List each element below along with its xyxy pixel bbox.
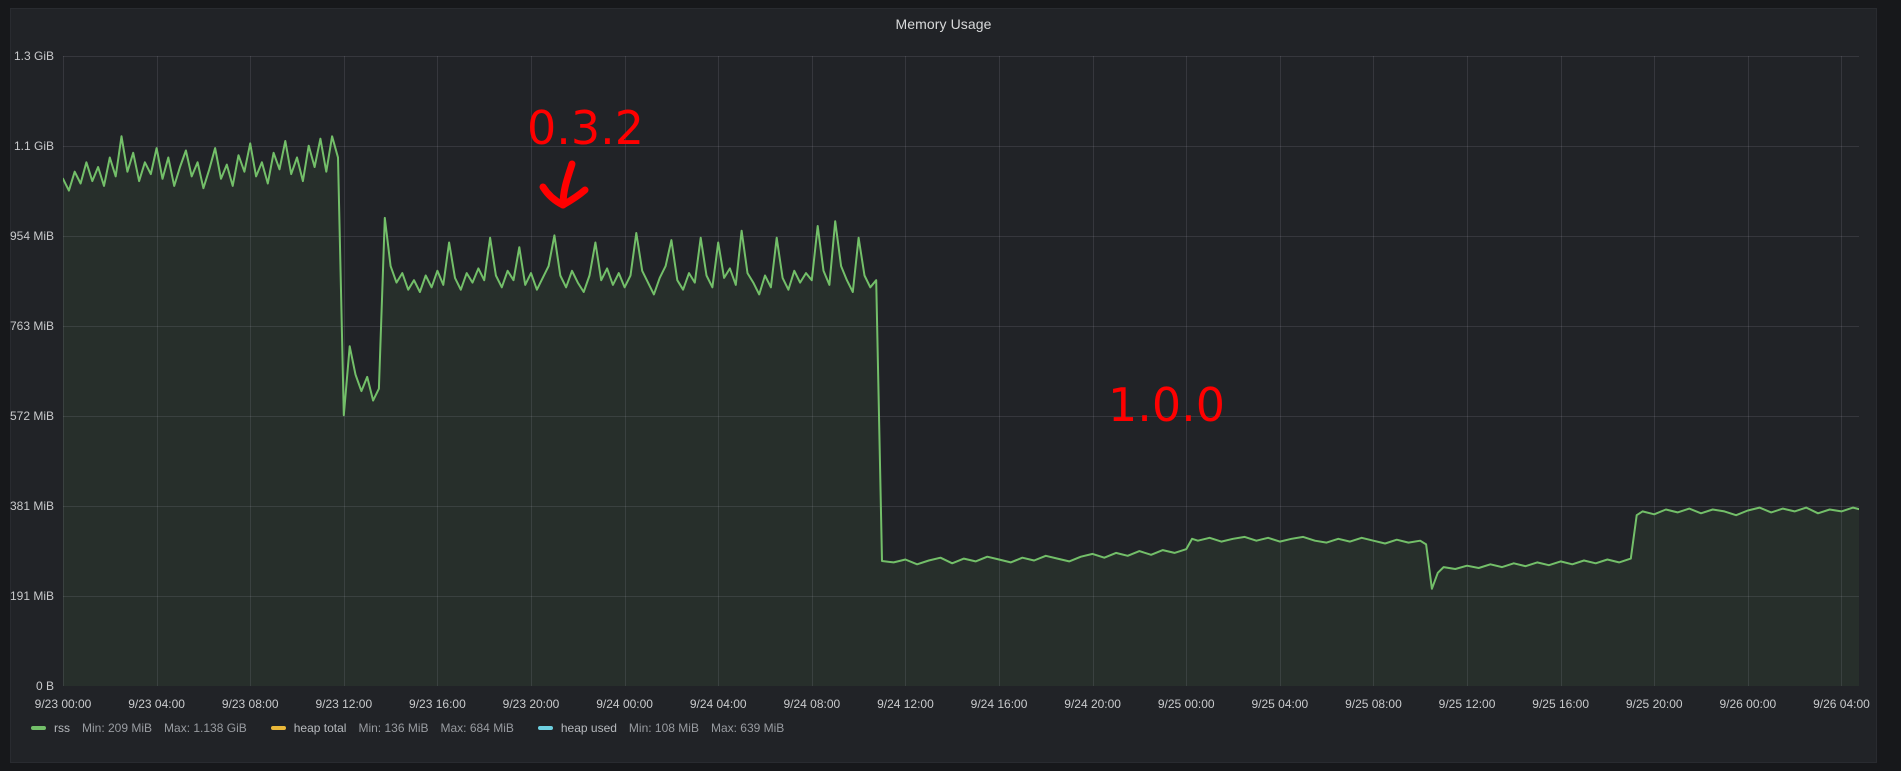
legend-series-max: Max: 639 MiB (710, 721, 785, 735)
x-tick-label: 9/25 20:00 (1625, 697, 1683, 711)
x-tick-label: 9/25 16:00 (1532, 697, 1589, 711)
legend-item-heap-total[interactable]: heap total Min: 136 MiB Max: 684 MiB (270, 721, 514, 735)
x-tick-label: 9/23 00:00 (34, 697, 92, 711)
panel-header[interactable]: Memory Usage (11, 9, 1876, 39)
y-tick-label: 1.1 GiB (13, 139, 54, 154)
x-tick-label: 9/23 08:00 (221, 697, 279, 711)
y-tick-label: 0 B (35, 679, 54, 693)
x-tick-label: 9/24 08:00 (783, 697, 841, 711)
y-tick-label: 1.3 GiB (13, 49, 54, 63)
legend-series-max: Max: 1.138 GiB (164, 721, 247, 735)
x-tick-label: 9/24 12:00 (877, 697, 934, 711)
x-tick-label: 9/23 16:00 (409, 697, 466, 711)
y-tick-label: 763 MiB (9, 318, 54, 333)
chart-canvas[interactable] (63, 56, 1859, 686)
x-tick-label: 9/23 12:00 (315, 697, 373, 711)
legend-swatch-rss (31, 726, 46, 730)
legend-series-name: heap total (293, 721, 347, 735)
x-tick-label: 9/24 04:00 (689, 697, 747, 711)
x-tick-label: 9/23 04:00 (128, 697, 185, 711)
memory-usage-panel: Memory Usage 0 B 191 MiB 381 MiB 572 MiB 763… (10, 8, 1877, 763)
x-tick-label: 9/25 04:00 (1251, 697, 1309, 711)
legend: rss Min: 209 MiB Max: 1.138 GiB heap total M… (31, 721, 784, 735)
legend-series-min: Min: 209 MiB (82, 721, 153, 735)
x-tick-label: 9/25 08:00 (1345, 697, 1402, 711)
legend-series-name: rss (54, 721, 70, 735)
y-tick-label: 191 MiB (9, 589, 54, 604)
x-tick-label: 9/25 00:00 (1157, 697, 1215, 711)
x-tick-label: 9/24 20:00 (1064, 697, 1121, 711)
legend-swatch-heap-used (537, 726, 553, 730)
rss-series-line (63, 135, 1859, 590)
x-tick-label: 9/25 12:00 (1438, 697, 1496, 711)
legend-series-name: heap used (560, 721, 617, 735)
x-tick-label: 9/26 00:00 (1719, 697, 1777, 711)
x-tick-label: 9/26 04:00 (1813, 697, 1870, 711)
legend-item-heap-used[interactable]: heap used Min: 108 MiB Max: 639 MiB (537, 721, 785, 735)
rss-series-fill (63, 136, 1859, 686)
x-tick-label: 9/23 20:00 (502, 697, 560, 711)
x-tick-label: 9/24 16:00 (970, 697, 1028, 711)
legend-series-max: Max: 684 MiB (440, 721, 514, 735)
panel-title: Memory Usage (895, 16, 992, 32)
x-tick-label: 9/24 00:00 (596, 697, 653, 711)
y-tick-label: 954 MiB (9, 229, 54, 243)
y-tick-label: 381 MiB (9, 498, 54, 513)
legend-series-min: Min: 108 MiB (628, 721, 699, 735)
y-tick-label: 572 MiB (9, 409, 54, 423)
legend-item-rss[interactable]: rss Min: 209 MiB Max: 1.138 GiB (31, 721, 247, 735)
legend-swatch-heap-total (270, 726, 286, 730)
legend-series-min: Min: 136 MiB (358, 721, 429, 735)
